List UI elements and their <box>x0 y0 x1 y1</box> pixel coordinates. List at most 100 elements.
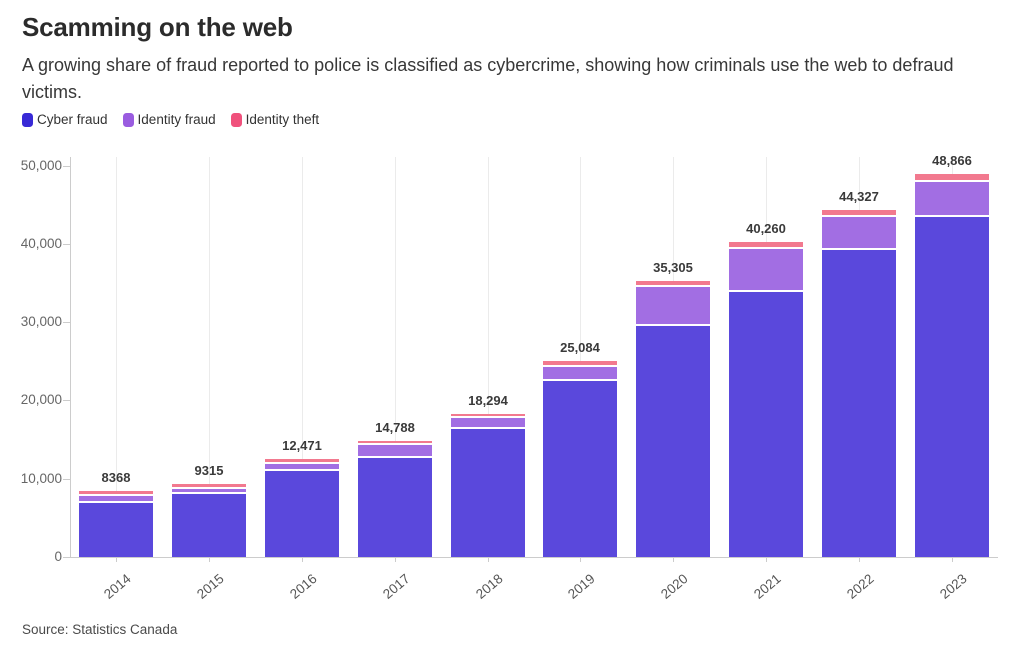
segment-separator <box>822 248 896 250</box>
segment-separator <box>358 443 432 445</box>
y-axis-tick <box>63 479 70 480</box>
x-axis-label: 2023 <box>936 571 970 602</box>
chart-legend: Cyber fraud Identity fraud Identity thef… <box>22 112 319 127</box>
x-axis-tick <box>859 558 860 562</box>
chart-area: 0 10,000 20,000 30,000 40,000 50,000 8368 2014 9… <box>0 150 1020 620</box>
y-axis-label: 20,000 <box>20 392 62 408</box>
segment-separator <box>451 427 525 429</box>
legend-item-identity-theft: Identity theft <box>230 112 320 127</box>
segment-separator <box>265 469 339 471</box>
x-axis-label: 2016 <box>286 571 320 602</box>
bar-segment-cyber-fraud[interactable] <box>822 248 896 557</box>
legend-label: Identity theft <box>245 112 320 127</box>
source-note: Source: Statistics Canada <box>22 622 178 637</box>
legend-swatch-cyber-fraud-icon <box>22 112 33 127</box>
x-axis-label: 2018 <box>472 571 506 602</box>
segment-separator <box>358 456 432 458</box>
y-axis-tick <box>63 244 70 245</box>
bar-segment-identity-fraud[interactable] <box>358 443 432 456</box>
legend-swatch-identity-theft-icon <box>230 112 242 127</box>
x-axis-tick <box>116 558 117 562</box>
x-axis-label: 2015 <box>193 571 227 602</box>
chart-title: Scamming on the web <box>22 12 293 42</box>
segment-separator <box>915 215 989 217</box>
segment-separator <box>172 487 246 489</box>
segment-separator <box>729 290 803 292</box>
bar-segment-cyber-fraud[interactable] <box>172 492 246 557</box>
segment-separator <box>79 494 153 496</box>
legend-label: Identity fraud <box>137 112 216 127</box>
bar-segment-identity-fraud[interactable] <box>451 416 525 427</box>
bar-segment-cyber-fraud[interactable] <box>79 501 153 557</box>
grid-line <box>395 157 396 557</box>
bar-total-label: 18,294 <box>468 393 508 408</box>
segment-separator <box>543 379 617 381</box>
x-axis-label: 2020 <box>657 571 691 602</box>
segment-separator <box>915 180 989 182</box>
bar-segment-identity-fraud[interactable] <box>636 285 710 324</box>
x-axis-tick <box>302 558 303 562</box>
x-axis-label: 2022 <box>843 571 877 602</box>
bar-segment-identity-fraud[interactable] <box>265 462 339 469</box>
bar-total-label: 35,305 <box>653 260 693 275</box>
bar-segment-identity-theft[interactable] <box>358 441 432 443</box>
legend-item-identity-fraud: Identity fraud <box>122 112 216 127</box>
y-axis-label: 50,000 <box>20 157 62 173</box>
grid-line <box>580 157 581 557</box>
segment-separator <box>451 416 525 418</box>
bar-total-label: 44,327 <box>839 189 879 204</box>
bar-segment-identity-fraud[interactable] <box>79 494 153 501</box>
legend-item-cyber-fraud: Cyber fraud <box>22 112 108 127</box>
y-axis-tick <box>63 400 70 401</box>
bar-segment-identity-fraud[interactable] <box>543 365 617 379</box>
x-axis-label: 2017 <box>379 571 413 602</box>
bar-segment-identity-fraud[interactable] <box>915 180 989 215</box>
bar-segment-identity-theft[interactable] <box>915 174 989 180</box>
segment-separator <box>543 365 617 367</box>
x-axis-line <box>70 557 998 558</box>
segment-separator <box>172 492 246 494</box>
x-axis-label: 2019 <box>564 571 598 602</box>
bar-segment-cyber-fraud[interactable] <box>729 290 803 557</box>
bar-segment-identity-theft[interactable] <box>172 484 246 487</box>
y-axis-label: 10,000 <box>20 470 62 486</box>
segment-separator <box>636 285 710 287</box>
bar-segment-identity-theft[interactable] <box>543 361 617 365</box>
bar-segment-identity-theft[interactable] <box>79 491 153 494</box>
y-axis-line <box>70 157 71 557</box>
bar-segment-cyber-fraud[interactable] <box>543 379 617 557</box>
x-axis-label: 2014 <box>100 571 134 602</box>
segment-separator <box>636 324 710 326</box>
chart-subtitle: A growing share of fraud reported to pol… <box>22 55 954 102</box>
bar-segment-cyber-fraud[interactable] <box>915 215 989 557</box>
bar-segment-identity-fraud[interactable] <box>822 215 896 248</box>
legend-swatch-identity-fraud-icon <box>122 112 134 127</box>
x-axis-tick <box>766 558 767 562</box>
bar-segment-identity-theft[interactable] <box>265 459 339 462</box>
bar-segment-identity-fraud[interactable] <box>729 247 803 290</box>
x-axis-tick <box>395 558 396 562</box>
y-axis-label: 30,000 <box>20 314 62 330</box>
bar-segment-identity-theft[interactable] <box>636 281 710 285</box>
bar-segment-identity-fraud[interactable] <box>172 487 246 492</box>
bar-segment-cyber-fraud[interactable] <box>265 469 339 557</box>
bar-total-label: 40,260 <box>746 221 786 236</box>
bar-total-label: 25,084 <box>560 340 600 355</box>
bar-total-label: 12,471 <box>282 438 322 453</box>
bar-segment-identity-theft[interactable] <box>729 242 803 247</box>
grid-line <box>116 157 117 557</box>
y-axis-tick <box>63 322 70 323</box>
bar-segment-cyber-fraud[interactable] <box>636 324 710 557</box>
bar-segment-identity-theft[interactable] <box>822 210 896 215</box>
bar-total-label: 14,788 <box>375 420 415 435</box>
grid-line <box>488 157 489 557</box>
bar-total-label: 9315 <box>194 463 224 478</box>
bar-segment-identity-theft[interactable] <box>451 414 525 416</box>
y-axis-tick <box>63 166 70 167</box>
bar-segment-cyber-fraud[interactable] <box>358 456 432 557</box>
legend-label: Cyber fraud <box>37 112 108 127</box>
bar-segment-cyber-fraud[interactable] <box>451 427 525 557</box>
y-axis-tick <box>63 557 70 558</box>
x-axis-tick <box>209 558 210 562</box>
segment-separator <box>79 501 153 503</box>
